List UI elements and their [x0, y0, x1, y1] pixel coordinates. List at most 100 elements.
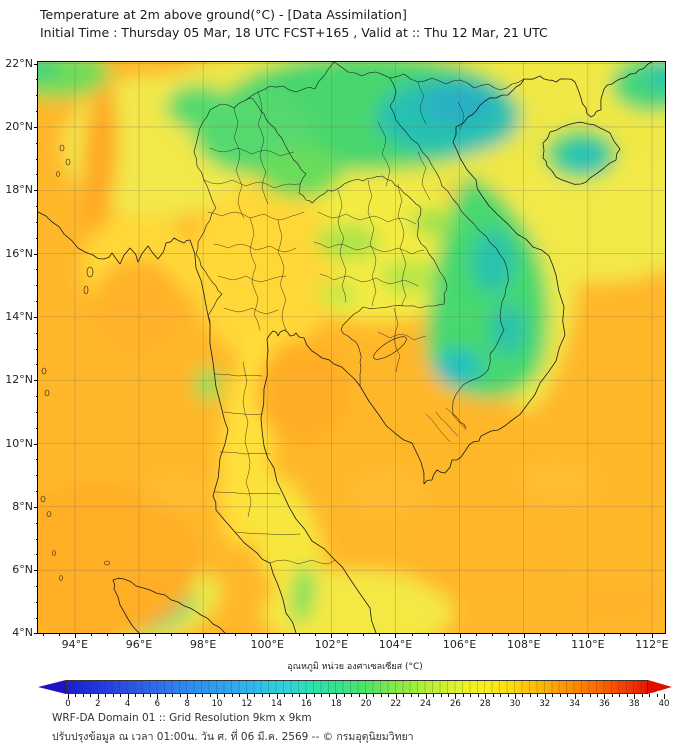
lat-axis-label: 16°N — [5, 246, 33, 260]
colorbar-tick-label: 12 — [241, 699, 253, 709]
lon-minor-tick — [58, 633, 60, 636]
temperature-field — [38, 62, 665, 633]
colorbar-tick-label: 4 — [124, 699, 131, 709]
lon-minor-tick — [90, 633, 92, 636]
lat-minor-tick — [35, 206, 38, 208]
colorbar-tick-label: 36 — [598, 699, 610, 709]
colorbar-tick — [447, 694, 449, 697]
footer-line-1: WRF-DA Domain 01 :: Grid Resolution 9km … — [52, 712, 312, 724]
lat-minor-tick — [35, 411, 38, 413]
colorbar-tick — [485, 694, 487, 699]
colorbar-tick-label: 20 — [360, 699, 372, 709]
colorbar-tick — [202, 694, 204, 697]
lon-minor-tick — [507, 633, 509, 636]
colorbar-tick — [82, 694, 84, 697]
lat-axis-label: 4°N — [12, 626, 33, 640]
title-line-1: Temperature at 2m above ground(°C) - [Da… — [40, 7, 407, 22]
colorbar-tick — [246, 694, 248, 699]
lon-major-tick — [651, 633, 653, 638]
title-line-2: Initial Time : Thursday 05 Mar, 18 UTC F… — [40, 25, 548, 40]
lon-major-tick — [139, 633, 140, 638]
lon-major-tick — [203, 633, 205, 638]
lon-minor-tick — [315, 633, 317, 636]
colorbar-tick — [619, 694, 621, 697]
colorbar-tick — [567, 694, 569, 697]
lon-major-tick — [331, 633, 333, 638]
lat-minor-tick — [35, 285, 38, 287]
colorbar-tick — [515, 694, 516, 699]
colorbar-tick — [135, 694, 137, 697]
lon-minor-tick — [443, 633, 445, 636]
lat-minor-tick — [35, 95, 38, 97]
lon-minor-tick — [155, 633, 157, 636]
colorbar-tick-label: 40 — [658, 699, 670, 709]
lon-axis-label: 98°E — [189, 638, 217, 651]
lat-minor-tick — [35, 111, 38, 113]
colorbar-tick — [239, 694, 241, 697]
colorbar-right-arrow-icon — [648, 680, 672, 694]
colorbar-tick — [395, 694, 397, 699]
lat-minor-tick — [35, 269, 38, 271]
colorbar-tick-label: 32 — [539, 699, 551, 709]
lon-minor-tick — [363, 633, 365, 636]
colorbar-tick — [217, 694, 218, 699]
colorbar-tick — [433, 694, 435, 697]
colorbar-tick-label: 8 — [184, 699, 190, 709]
colorbar-tick — [641, 694, 643, 697]
colorbar-tick-label: 24 — [420, 699, 431, 709]
colorbar-tick — [507, 694, 509, 697]
colorbar-tick — [209, 694, 211, 697]
lon-axis-label: 100°E — [250, 638, 284, 651]
colorbar-tick — [321, 694, 323, 697]
colorbar-tick — [224, 694, 226, 697]
colorbar-tick — [120, 694, 122, 697]
lon-minor-tick — [299, 633, 301, 636]
lat-minor-tick — [35, 459, 38, 461]
colorbar-tick — [462, 694, 464, 697]
colorbar-tick — [552, 694, 554, 697]
lon-minor-tick — [187, 633, 189, 636]
colorbar-tick — [231, 694, 233, 697]
lat-axis-label: 18°N — [5, 183, 33, 197]
lat-axis-label: 8°N — [12, 499, 33, 513]
lon-axis-label: 102°E — [314, 638, 349, 651]
colorbar-tick — [470, 694, 472, 697]
lat-minor-tick — [35, 585, 38, 587]
lon-minor-tick — [42, 633, 44, 636]
colorbar-tick-label: 30 — [509, 699, 521, 709]
colorbar-tick-label: 34 — [569, 699, 580, 709]
lon-minor-tick — [491, 633, 493, 636]
lon-axis-label: 96°E — [125, 638, 153, 651]
colorbar-tick — [477, 694, 479, 697]
footer-line-2: ปรับปรุงข้อมูล ณ เวลา 01:00น. วัน ศ. ที่… — [52, 731, 414, 743]
lat-minor-tick — [35, 158, 38, 160]
colorbar-tick-label: 28 — [479, 699, 491, 709]
lon-minor-tick — [603, 633, 605, 636]
lon-minor-tick — [571, 633, 573, 636]
lat-major-tick — [33, 63, 38, 65]
lon-minor-tick — [219, 633, 221, 636]
lon-major-tick — [523, 633, 525, 638]
colorbar-tick — [529, 694, 531, 697]
lat-major-tick — [33, 633, 38, 635]
lat-minor-tick — [35, 427, 38, 429]
colorbar-cell-separators — [67, 681, 647, 693]
lat-minor-tick — [35, 237, 38, 239]
lat-minor-tick — [35, 522, 38, 524]
lat-major-tick — [33, 253, 38, 255]
lat-major-tick — [33, 570, 38, 572]
lat-minor-tick — [35, 538, 38, 540]
colorbar-tick — [313, 694, 315, 697]
lon-minor-tick — [235, 633, 237, 636]
colorbar-tick — [596, 694, 598, 697]
colorbar: 0 2 4 6 8 10 12 14 16 18 20 22 24 26 28 30 32 34 36 38 40 — [38, 680, 672, 709]
lon-axis-label: 94°E — [61, 638, 89, 651]
colorbar-tick — [261, 694, 263, 697]
colorbar-tick — [194, 694, 196, 697]
lat-major-tick — [33, 126, 38, 128]
colorbar-tick — [425, 694, 427, 699]
colorbar-tick — [291, 694, 293, 697]
lon-minor-tick — [427, 633, 429, 636]
lon-minor-tick — [475, 633, 477, 636]
